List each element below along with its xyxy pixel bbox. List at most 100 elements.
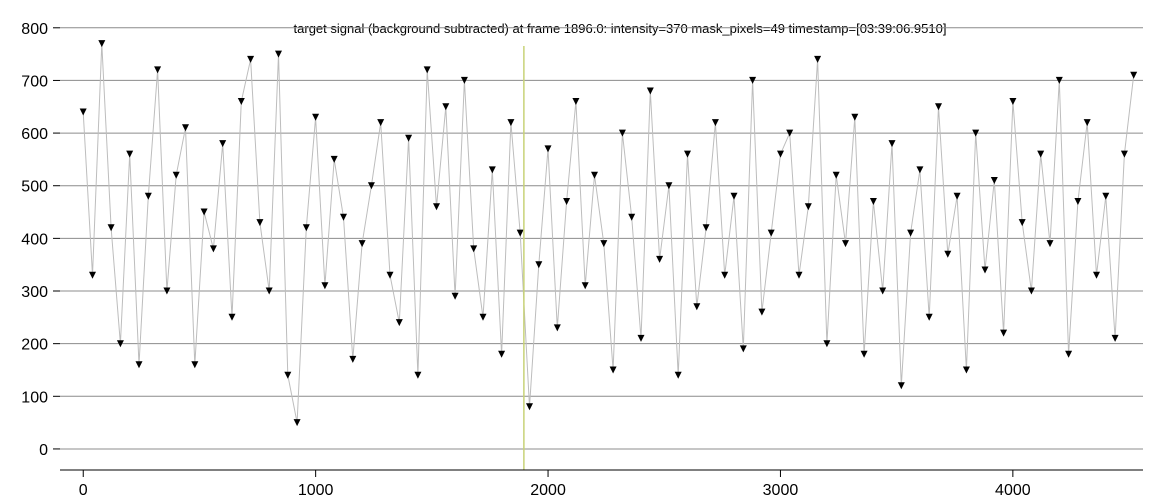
data-point-76 bbox=[786, 129, 794, 137]
data-point-105 bbox=[1055, 76, 1063, 84]
data-point-110 bbox=[1102, 192, 1110, 200]
data-point-96 bbox=[972, 129, 980, 137]
data-point-101 bbox=[1018, 219, 1026, 227]
data-point-63 bbox=[665, 182, 673, 190]
data-point-10 bbox=[172, 171, 180, 179]
data-point-57 bbox=[609, 366, 617, 374]
data-point-36 bbox=[414, 371, 422, 379]
data-point-65 bbox=[684, 150, 691, 158]
data-point-104 bbox=[1046, 240, 1054, 248]
x-tick-label-4000: 4000 bbox=[995, 482, 1031, 499]
y-tick-label-300: 300 bbox=[21, 284, 48, 301]
data-point-79 bbox=[814, 55, 822, 63]
data-point-37 bbox=[423, 66, 431, 74]
data-point-62 bbox=[656, 255, 664, 263]
data-point-82 bbox=[842, 240, 849, 248]
data-point-32 bbox=[377, 119, 385, 127]
chart-title: target signal (background subtracted) at… bbox=[293, 21, 947, 36]
data-point-6 bbox=[135, 361, 143, 369]
data-point-38 bbox=[433, 203, 440, 211]
series-connector-lines bbox=[82, 43, 1135, 423]
data-point-42 bbox=[470, 245, 478, 253]
data-point-1 bbox=[89, 271, 96, 279]
data-point-41 bbox=[460, 76, 468, 84]
data-point-83 bbox=[851, 113, 859, 121]
data-point-58 bbox=[618, 129, 626, 137]
data-point-9 bbox=[163, 287, 171, 295]
data-point-64 bbox=[674, 371, 682, 379]
data-point-52 bbox=[563, 198, 571, 205]
data-point-86 bbox=[879, 287, 887, 295]
data-point-12 bbox=[191, 361, 199, 369]
data-point-26 bbox=[321, 282, 329, 290]
data-point-95 bbox=[962, 366, 970, 374]
data-point-33 bbox=[386, 271, 394, 279]
data-point-14 bbox=[209, 245, 217, 253]
y-tick-label-800: 800 bbox=[21, 21, 48, 38]
data-point-72 bbox=[749, 76, 757, 84]
data-point-103 bbox=[1037, 150, 1045, 158]
y-tick-label-600: 600 bbox=[21, 126, 48, 143]
data-point-89 bbox=[907, 229, 915, 237]
y-tick-label-100: 100 bbox=[21, 389, 48, 406]
x-tick-label-0: 0 bbox=[79, 482, 88, 499]
data-point-106 bbox=[1065, 350, 1073, 358]
data-point-30 bbox=[358, 240, 366, 248]
y-tick-label-0: 0 bbox=[39, 442, 48, 459]
data-point-75 bbox=[777, 150, 784, 158]
data-point-4 bbox=[116, 340, 124, 348]
data-point-74 bbox=[767, 229, 775, 237]
data-point-70 bbox=[730, 192, 738, 200]
data-point-90 bbox=[916, 166, 924, 174]
x-tick-label-3000: 3000 bbox=[763, 482, 799, 499]
data-point-61 bbox=[646, 87, 654, 95]
data-point-67 bbox=[702, 224, 710, 232]
data-point-28 bbox=[340, 213, 347, 221]
data-point-73 bbox=[758, 308, 766, 316]
data-point-92 bbox=[935, 103, 942, 111]
data-point-51 bbox=[553, 324, 561, 332]
data-point-93 bbox=[944, 250, 952, 258]
data-point-88 bbox=[897, 382, 905, 390]
data-point-84 bbox=[860, 350, 868, 358]
data-point-60 bbox=[637, 334, 645, 342]
series-markers bbox=[79, 40, 1138, 427]
data-point-87 bbox=[888, 140, 896, 148]
data-point-0 bbox=[79, 108, 87, 116]
data-point-15 bbox=[219, 140, 227, 148]
series-line bbox=[82, 43, 1135, 423]
data-point-80 bbox=[823, 340, 831, 348]
data-point-5 bbox=[126, 150, 134, 158]
data-point-34 bbox=[395, 319, 403, 327]
data-point-69 bbox=[721, 271, 729, 279]
data-point-111 bbox=[1111, 334, 1119, 342]
x-tick-labels: 0 1000 2000 3000 4000 bbox=[79, 470, 1031, 499]
data-point-21 bbox=[275, 50, 282, 58]
data-point-49 bbox=[535, 261, 543, 269]
data-point-35 bbox=[405, 134, 413, 142]
data-point-107 bbox=[1074, 198, 1082, 205]
data-point-102 bbox=[1027, 287, 1035, 295]
data-point-94 bbox=[953, 192, 961, 200]
data-point-50 bbox=[544, 145, 552, 153]
data-point-45 bbox=[498, 350, 506, 358]
y-tick-labels: 0 100 200 300 400 500 600 700 800 bbox=[21, 21, 60, 459]
data-point-99 bbox=[1000, 329, 1008, 337]
x-tick-label-2000: 2000 bbox=[530, 482, 566, 499]
data-point-77 bbox=[795, 271, 803, 279]
data-point-29 bbox=[349, 355, 357, 363]
data-point-108 bbox=[1083, 119, 1091, 127]
data-point-78 bbox=[804, 203, 812, 211]
y-tick-label-400: 400 bbox=[21, 231, 48, 248]
data-point-2 bbox=[98, 40, 106, 48]
data-point-46 bbox=[507, 119, 515, 127]
data-point-24 bbox=[302, 224, 310, 232]
data-point-59 bbox=[628, 213, 636, 221]
data-point-27 bbox=[330, 155, 338, 163]
data-point-71 bbox=[739, 345, 747, 353]
data-point-20 bbox=[265, 287, 273, 295]
data-point-53 bbox=[572, 98, 580, 105]
grid-lines bbox=[60, 27, 1143, 450]
y-tick-label-500: 500 bbox=[21, 179, 48, 196]
